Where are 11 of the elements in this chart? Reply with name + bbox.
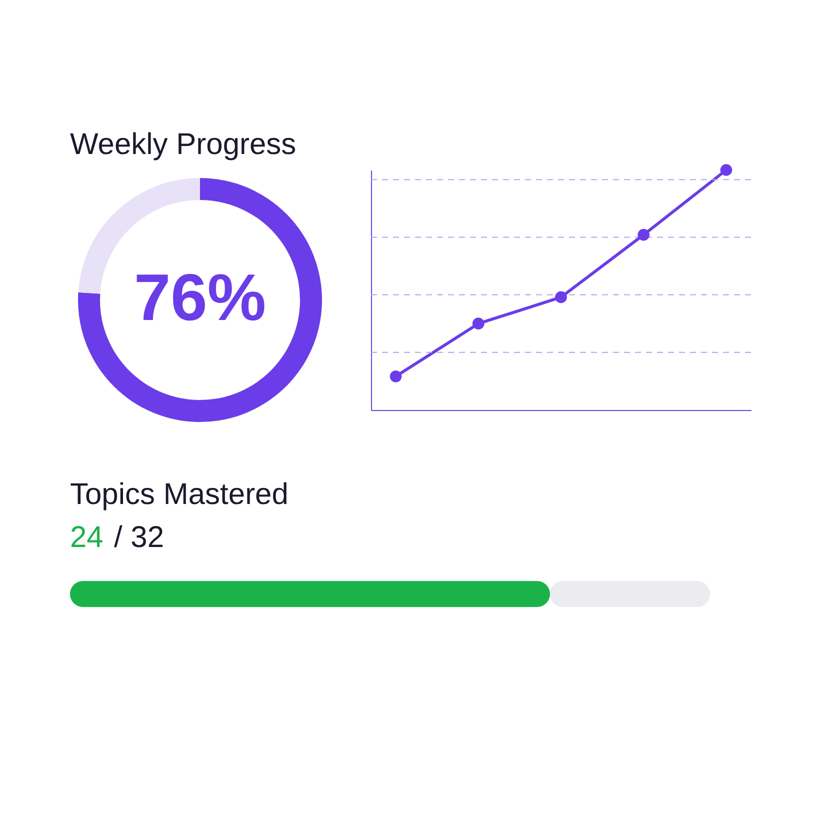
chart-title: Weekly Progress bbox=[70, 128, 296, 162]
text: 24 bbox=[70, 521, 104, 554]
chart-title: Topics Mastered bbox=[70, 478, 288, 511]
text: 76% bbox=[134, 260, 266, 334]
point bbox=[472, 318, 484, 330]
point bbox=[638, 228, 650, 241]
donut-slice bbox=[78, 178, 322, 422]
text: / 32 bbox=[114, 521, 164, 554]
point bbox=[555, 291, 567, 304]
point bbox=[390, 370, 402, 382]
point bbox=[720, 164, 732, 176]
